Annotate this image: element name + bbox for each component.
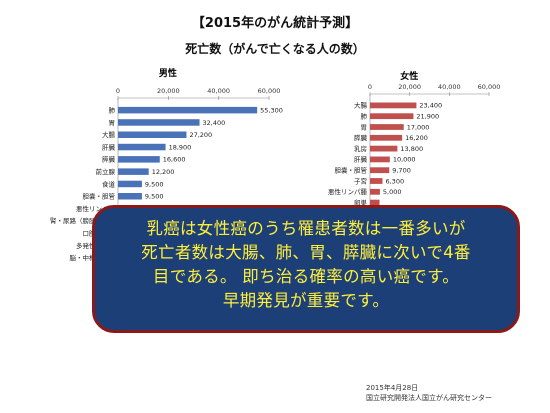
female-tick-label: 40,000 (438, 83, 461, 91)
male-category-label: 肝臓 (102, 142, 116, 151)
female-category-label: 肝臓 (354, 155, 368, 164)
female-bar (370, 145, 398, 152)
male-category-label: 前立腺 (96, 167, 116, 176)
message-box: 乳癌は女性癌のうち罹患者数は一番多いが 死亡者数は大腸、肺、胃、膵臓に次いで4番… (92, 205, 520, 333)
male-bar (118, 168, 149, 175)
female-value-label: 13,800 (400, 145, 423, 153)
female-bar (370, 113, 414, 120)
female-value-label: 23,400 (419, 102, 442, 110)
male-category-label: 悪性リンパ腫 (76, 204, 116, 213)
female-bar (370, 178, 383, 184)
male-value-label: 12,200 (152, 168, 175, 176)
sub-title: 死亡数（がんで亡くなる人の数） (185, 42, 365, 56)
male-bar (118, 119, 200, 126)
male-category-label: 肺 (109, 106, 116, 114)
message-line-4: 早期発見が重要です。 (222, 291, 390, 310)
male-value-label: 32,400 (203, 119, 226, 127)
footer-date: 2015年4月28日 (366, 384, 419, 392)
male-chart-title: 男性 (159, 67, 177, 79)
message-line-1: 乳癌は女性癌のうち罹患者数は一番多いが (146, 219, 466, 238)
female-bar (370, 199, 380, 206)
footer: 2015年4月28日 国立研究開発法人国立がん研究センター (366, 384, 492, 403)
male-category-label: 胃 (109, 119, 116, 127)
male-tick-label: 0 (116, 87, 120, 95)
male-bar (118, 131, 187, 138)
male-value-label: 9,500 (145, 180, 164, 188)
male-category-label: 食道 (102, 179, 116, 188)
male-value-label: 16,600 (163, 156, 186, 164)
message-line-3: 目である。 即ち治る確率の高い癌です。 (152, 267, 460, 286)
female-value-label: 9,700 (392, 167, 411, 175)
male-value-label: 27,200 (189, 131, 212, 139)
female-value-label: 17,000 (407, 123, 430, 131)
female-category-label: 子宮 (354, 176, 367, 185)
male-category-label: 膵臓 (102, 155, 116, 164)
female-tick-label: 60,000 (478, 83, 501, 91)
male-tick-label: 60,000 (258, 87, 281, 95)
female-chart-title: 女性 (400, 70, 418, 82)
female-bar (370, 188, 380, 195)
male-bar (118, 180, 142, 188)
female-tick-label: 0 (368, 83, 372, 91)
female-category-label: 肺 (361, 113, 368, 121)
male-category-label: 胆嚢・胆管 (83, 192, 116, 201)
female-category-label: 胆嚢・胆管 (335, 166, 368, 175)
message-line-2: 死亡者数は大腸、肺、胃、膵臓に次いで4番 (141, 243, 471, 262)
female-bar (370, 134, 403, 141)
female-value-label: 16,200 (405, 134, 428, 142)
male-bar (118, 193, 142, 200)
female-category-label: 膵臓 (354, 133, 368, 142)
male-bar (118, 106, 258, 114)
female-category-label: 胃 (361, 123, 368, 131)
female-category-label: 大腸 (354, 101, 368, 110)
male-bar (118, 156, 160, 163)
female-value-label: 5,000 (383, 188, 402, 196)
male-value-label: 9,500 (145, 193, 164, 201)
male-value-label: 55,300 (260, 106, 283, 114)
female-value-label: 21,900 (416, 113, 439, 121)
female-bar (370, 167, 390, 174)
male-bar (118, 143, 166, 151)
male-tick-label: 20,000 (157, 87, 180, 95)
main-title: 【2015年のがん統計予測】 (191, 16, 359, 31)
female-value-label: 10,000 (393, 156, 416, 164)
male-category-label: 大腸 (102, 130, 116, 139)
footer-source: 国立研究開発法人国立がん研究センター (366, 393, 492, 402)
female-category-label: 悪性リンパ腫 (328, 187, 368, 196)
female-bar (370, 124, 404, 130)
male-tick-label: 40,000 (207, 87, 230, 95)
female-tick-label: 20,000 (398, 83, 421, 91)
male-category-label: 腎・尿路（膀胱除く） (50, 216, 115, 225)
female-value-label: 6,300 (385, 177, 404, 185)
male-value-label: 18,900 (169, 143, 192, 151)
female-category-label: 卵巣 (354, 198, 368, 207)
female-category-label: 乳房 (354, 144, 367, 153)
female-bar (370, 156, 390, 163)
female-bar (370, 102, 417, 109)
